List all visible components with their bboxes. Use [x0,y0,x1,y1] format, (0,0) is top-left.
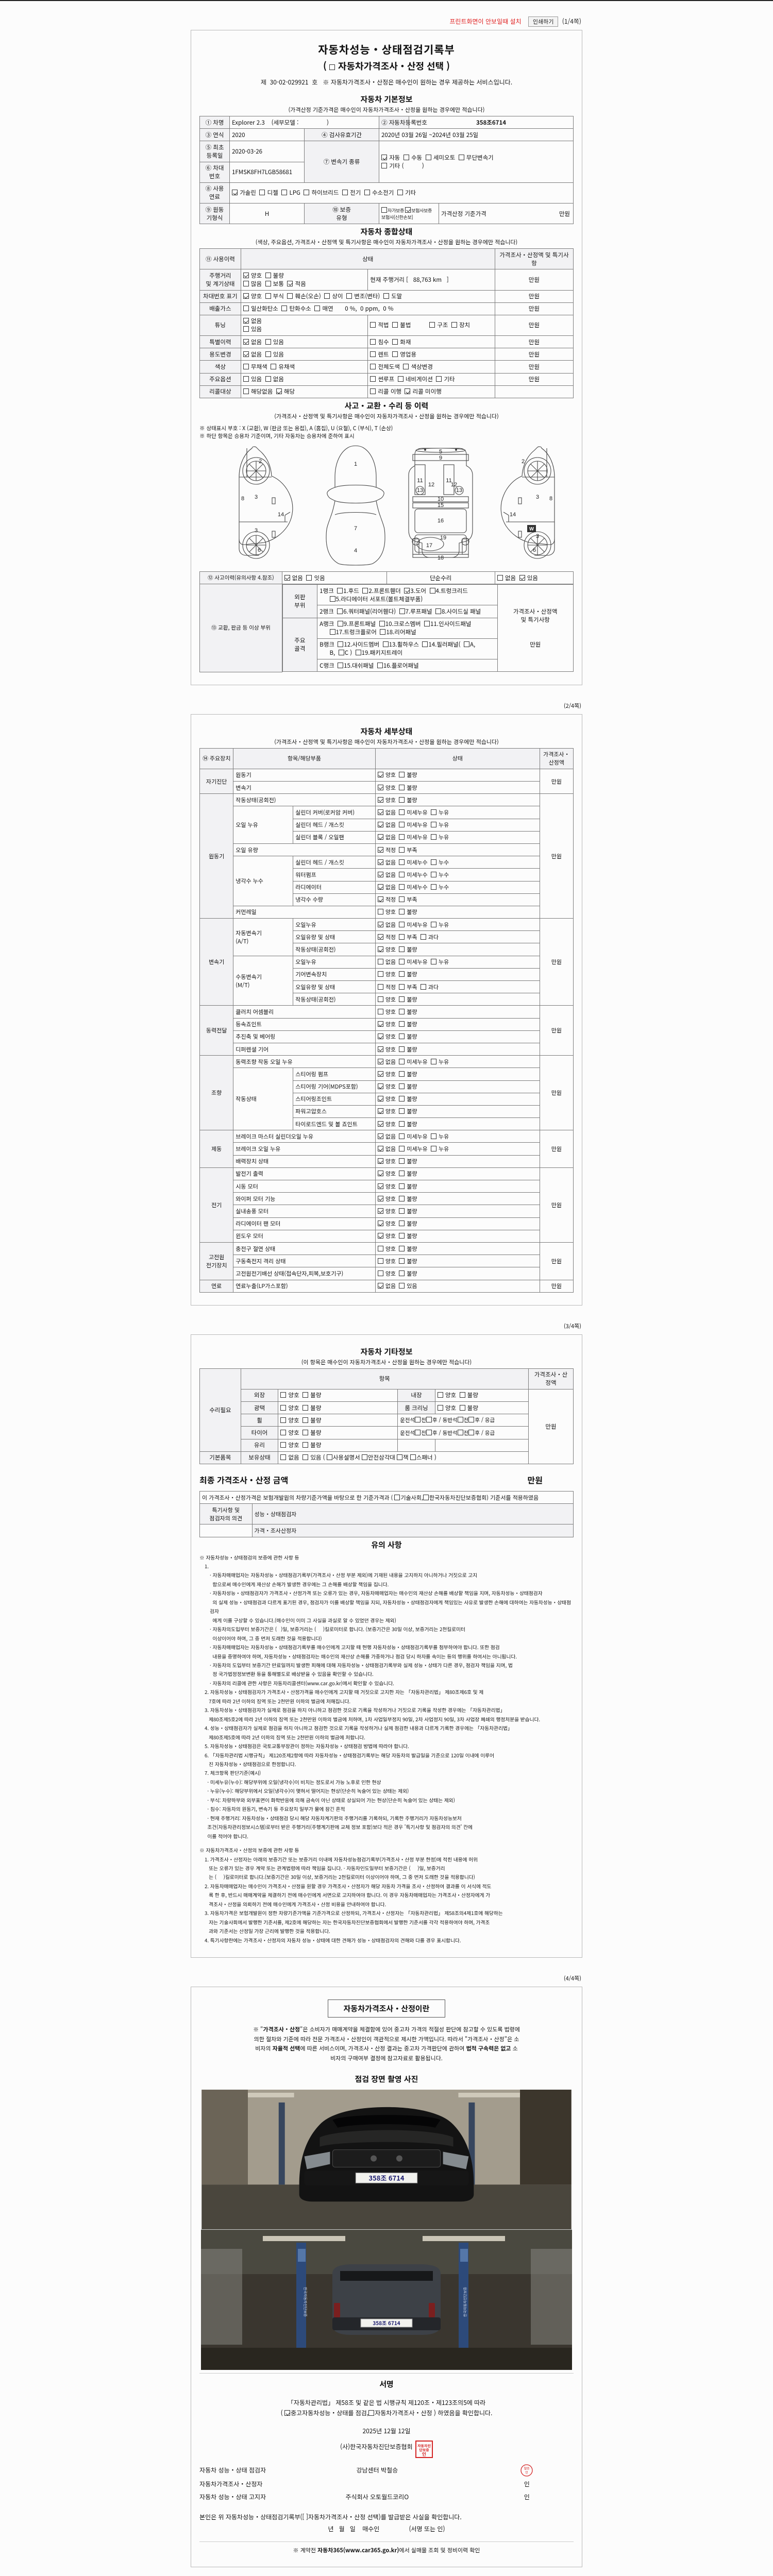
svg-text:11: 11 [417,478,423,484]
svg-text:8: 8 [241,496,244,502]
svg-text:8: 8 [549,496,552,502]
svg-text:W: W [529,527,534,532]
svg-text:358조 6714: 358조 6714 [373,2319,400,2327]
svg-text:한국자동차진단보증: 한국자동차진단보증 [463,2286,468,2317]
svg-text:인: 인 [525,2470,528,2475]
svg-text:인: 인 [422,2451,426,2458]
svg-text:6: 6 [533,547,536,553]
svg-text:3: 3 [536,494,539,500]
svg-text:16: 16 [438,518,444,524]
svg-text:17: 17 [426,543,432,549]
svg-text:3: 3 [536,533,539,539]
svg-text:14: 14 [278,512,284,518]
svg-text:7: 7 [354,526,357,532]
svg-text:14: 14 [510,512,516,518]
svg-text:9: 9 [439,455,442,461]
svg-text:18: 18 [438,555,444,561]
svg-text:5: 5 [439,449,442,455]
svg-text:2: 2 [522,459,525,465]
svg-text:10: 10 [438,496,444,502]
svg-text:6: 6 [258,547,261,553]
svg-text:19: 19 [440,535,446,541]
svg-text:13: 13 [456,487,462,494]
svg-text:12: 12 [428,482,434,488]
svg-text:2: 2 [259,459,262,465]
svg-text:3: 3 [255,494,258,500]
svg-text:1: 1 [354,461,357,467]
svg-text:한국자동차진단보증: 한국자동차진단보증 [303,2287,308,2317]
svg-text:3: 3 [255,528,258,534]
svg-text:15: 15 [438,502,444,509]
svg-text:358조 6714: 358조 6714 [369,2173,405,2182]
svg-text:13: 13 [417,487,423,494]
svg-text:4: 4 [354,548,357,554]
